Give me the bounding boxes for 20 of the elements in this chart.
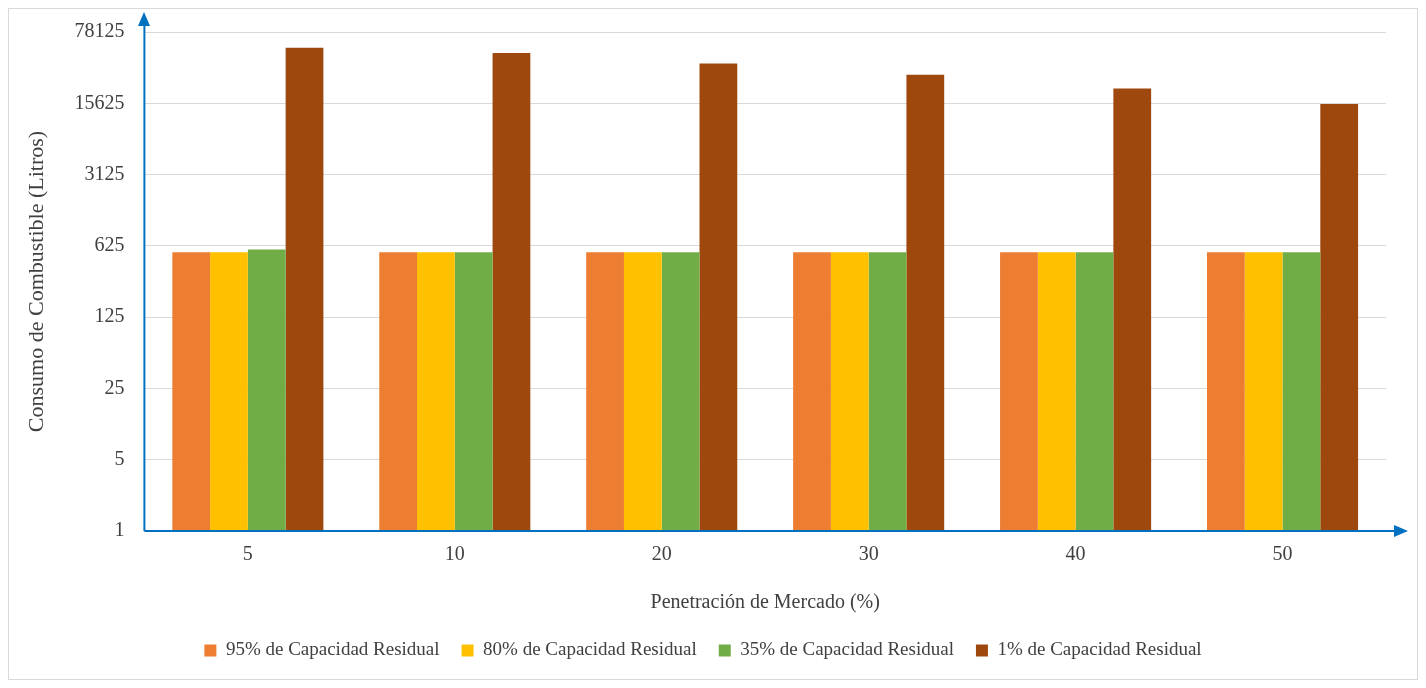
y-tick-label: 5 [114,446,125,469]
y-tick-label: 625 [94,233,125,256]
legend-label: 35% de Capacidad Residual [740,638,954,660]
y-tick-label: 78125 [74,19,125,42]
legend-label: 95% de Capacidad Residual [225,638,440,660]
x-tick-label: 50 [1272,542,1293,565]
x-tick-label: 10 [444,542,465,565]
y-tick-label: 3125 [84,161,125,184]
x-tick-label: 5 [242,542,253,565]
y-tick-label: 15625 [74,90,125,113]
y-tick-label: 25 [104,375,125,398]
legend-label: 1% de Capacidad Residual [997,638,1202,660]
legend-label: 80% de Capacidad Residual [483,638,697,660]
y-tick-label: 1 [114,518,125,541]
x-tick-label: 40 [1065,542,1086,565]
x-tick-label: 20 [651,542,672,565]
x-axis-title: Penetración de Mercado (%) [650,590,880,614]
y-tick-label: 125 [94,304,125,327]
y-axis-title: Consumo de Combustible (Litros) [22,130,48,433]
x-tick-label: 30 [858,542,879,565]
